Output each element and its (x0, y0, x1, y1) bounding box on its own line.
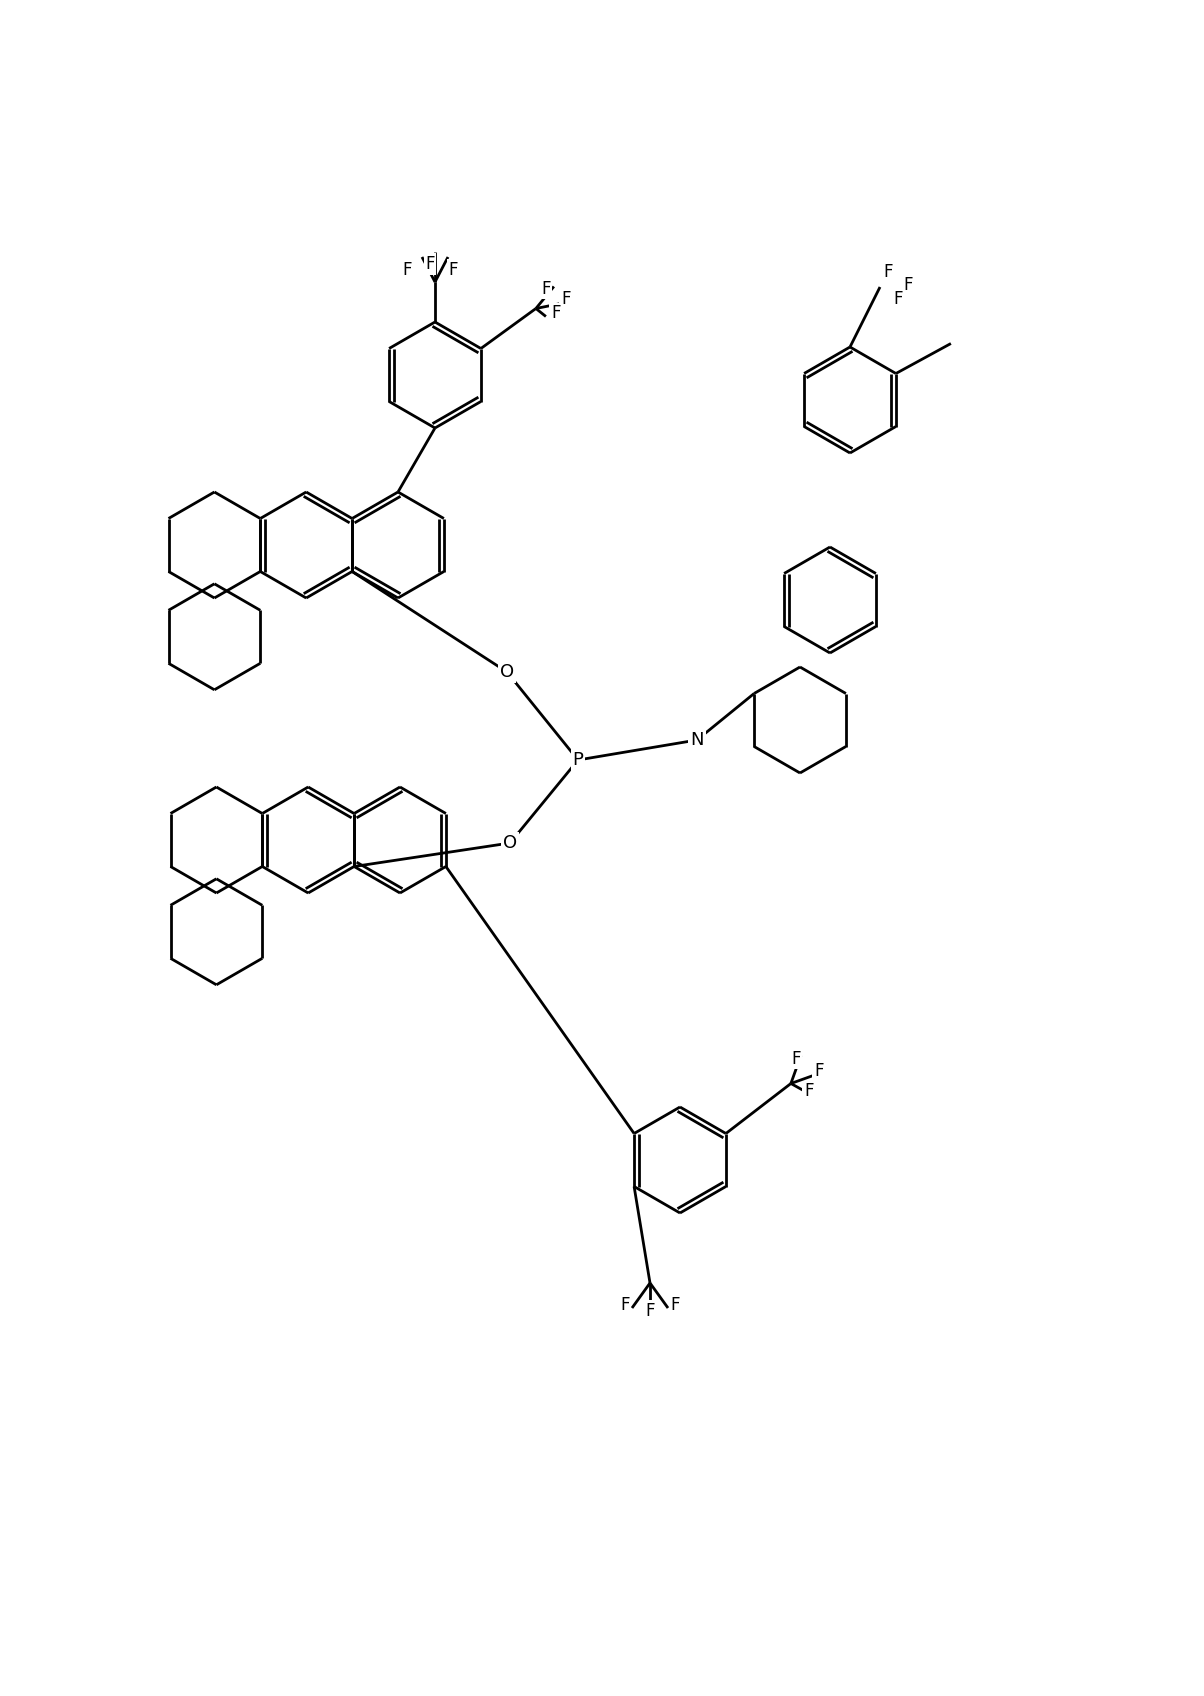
Text: F: F (814, 1062, 824, 1080)
Text: F: F (903, 276, 913, 293)
Text: F: F (893, 290, 903, 309)
Text: F: F (671, 1296, 680, 1314)
Text: O: O (503, 834, 517, 851)
Text: F: F (425, 254, 435, 273)
Text: F: F (791, 1050, 801, 1067)
Text: F: F (448, 261, 458, 280)
Text: O: O (500, 663, 514, 682)
Text: N: N (690, 731, 704, 750)
Text: F: F (551, 305, 561, 322)
Text: P: P (573, 751, 584, 768)
Text: F: F (884, 263, 892, 282)
Text: F: F (541, 280, 550, 297)
Text: F: F (561, 290, 571, 307)
Text: F: F (804, 1082, 814, 1101)
Text: F: F (620, 1296, 630, 1314)
Text: F: F (645, 1303, 655, 1319)
Text: F: F (402, 261, 412, 280)
